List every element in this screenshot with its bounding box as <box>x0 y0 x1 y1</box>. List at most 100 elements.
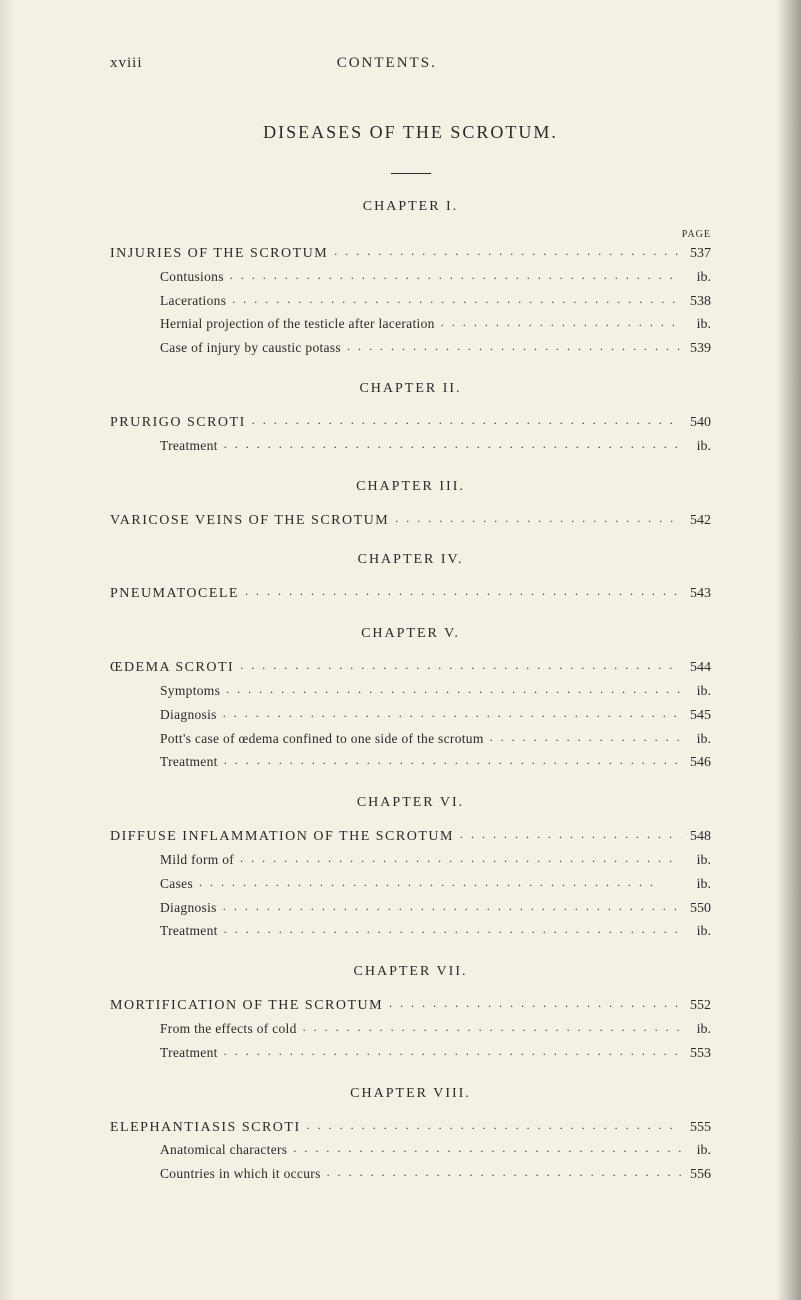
toc-page-number: 544 <box>681 656 711 680</box>
chapter-title: CHAPTER VI. <box>110 795 711 811</box>
toc-dots <box>383 994 681 1013</box>
toc-page-number: 538 <box>681 290 711 314</box>
toc-dots <box>435 313 681 332</box>
toc-entry: Diagnosis 545 <box>110 704 711 728</box>
toc-dots <box>218 920 681 939</box>
toc-main-label: MORTIFICATION OF THE SCROTUM <box>110 994 383 1018</box>
toc-entry: Mild form of ib. <box>110 849 711 873</box>
toc-page-number: ib. <box>681 1139 711 1163</box>
toc-page-number: ib. <box>681 313 711 337</box>
toc-dots <box>220 680 681 699</box>
chapter-title: CHAPTER II. <box>110 381 711 397</box>
toc-dots <box>218 751 681 770</box>
toc-entry: VARICOSE VEINS OF THE SCROTUM 542 <box>110 509 711 533</box>
toc-entry: Diagnosis 550 <box>110 897 711 921</box>
toc-sub-label: Pott's case of œdema confined to one sid… <box>110 728 484 751</box>
toc-sub-label: Contusions <box>110 266 224 289</box>
section-rule <box>391 173 431 174</box>
toc-page-number: ib. <box>681 680 711 704</box>
toc-main-label: INJURIES OF THE SCROTUM <box>110 242 328 266</box>
toc-entry: Pott's case of œdema confined to one sid… <box>110 728 711 752</box>
toc-entry: ŒDEMA SCROTI544 <box>110 656 711 680</box>
toc-page-number: 543 <box>681 582 711 606</box>
toc-entry: Case of injury by caustic potass 539 <box>110 337 711 361</box>
chapters-container: CHAPTER I.PAGEINJURIES OF THE SCROTUM537… <box>110 199 711 1187</box>
toc-dots <box>328 242 681 261</box>
toc-main-label: ELEPHANTIASIS SCROTI <box>110 1116 301 1140</box>
toc-page-number: ib. <box>681 849 711 873</box>
toc-sub-label: Cases <box>110 873 193 896</box>
page-column-label: PAGE <box>110 229 711 240</box>
toc-entry: Treatment546 <box>110 751 711 775</box>
toc-page-number: 550 <box>681 897 711 921</box>
toc-entry: Treatment 553 <box>110 1042 711 1066</box>
toc-entry: Treatment ib. <box>110 920 711 944</box>
toc-dots <box>246 411 681 430</box>
toc-entry: ELEPHANTIASIS SCROTI 555 <box>110 1116 711 1140</box>
toc-sub-label: Case of injury by caustic potass <box>110 337 341 360</box>
toc-dots <box>454 825 681 844</box>
toc-dots <box>193 873 681 892</box>
toc-dots <box>484 728 681 747</box>
chapter-title: CHAPTER IV. <box>110 552 711 568</box>
toc-entry: Lacerations 538 <box>110 290 711 314</box>
toc-dots <box>301 1116 681 1135</box>
toc-entry: Symptomsib. <box>110 680 711 704</box>
toc-entry: From the effects of coldib. <box>110 1018 711 1042</box>
toc-entry: DIFFUSE INFLAMMATION OF THE SCROTUM 548 <box>110 825 711 849</box>
toc-sub-label: Treatment <box>110 1042 218 1065</box>
header-title: CONTENTS. <box>337 55 437 72</box>
section-title: DISEASES OF THE SCROTUM. <box>110 122 711 143</box>
toc-dots <box>287 1139 681 1158</box>
toc-sub-label: Hernial projection of the testicle after… <box>110 313 435 336</box>
toc-sub-label: Diagnosis <box>110 704 217 727</box>
toc-main-label: VARICOSE VEINS OF THE SCROTUM <box>110 509 389 533</box>
toc-page-number: 539 <box>681 337 711 361</box>
chapter-title: CHAPTER III. <box>110 479 711 495</box>
toc-page-number: 540 <box>681 411 711 435</box>
page-number-roman: xviii <box>110 55 143 72</box>
chapter-title: CHAPTER VII. <box>110 964 711 980</box>
toc-sub-label: Diagnosis <box>110 897 217 920</box>
toc-sub-label: Lacerations <box>110 290 226 313</box>
toc-dots <box>341 337 681 356</box>
toc-entry: Anatomical characters ib. <box>110 1139 711 1163</box>
chapter-title: CHAPTER I. <box>110 199 711 215</box>
toc-dots <box>234 656 681 675</box>
toc-dots <box>224 266 681 285</box>
toc-entry: MORTIFICATION OF THE SCROTUM 552 <box>110 994 711 1018</box>
toc-page-number: ib. <box>681 266 711 290</box>
toc-dots <box>226 290 681 309</box>
toc-page-number: ib. <box>681 873 711 897</box>
toc-page-number: 545 <box>681 704 711 728</box>
toc-page-number: 542 <box>681 509 711 533</box>
toc-dots <box>218 435 681 454</box>
toc-entry: PRURIGO SCROTI540 <box>110 411 711 435</box>
toc-sub-label: Treatment <box>110 751 218 774</box>
page-shadow-left <box>0 0 15 1300</box>
page-header: xviii CONTENTS. <box>110 55 711 72</box>
chapter-title: CHAPTER VIII. <box>110 1086 711 1102</box>
toc-entry: Cases ib. <box>110 873 711 897</box>
toc-sub-label: Treatment <box>110 920 218 943</box>
toc-page-number: 553 <box>681 1042 711 1066</box>
toc-dots <box>297 1018 681 1037</box>
toc-sub-label: Mild form of <box>110 849 234 872</box>
toc-sub-label: Anatomical characters <box>110 1139 287 1162</box>
toc-page-number: 548 <box>681 825 711 849</box>
toc-sub-label: Countries in which it occurs <box>110 1163 321 1186</box>
toc-page-number: ib. <box>681 920 711 944</box>
toc-dots <box>239 582 681 601</box>
toc-main-label: PNEUMATOCELE <box>110 582 239 606</box>
toc-dots <box>217 897 681 916</box>
toc-page-number: 556 <box>681 1163 711 1187</box>
toc-entry: PNEUMATOCELE 543 <box>110 582 711 606</box>
toc-page-number: 552 <box>681 994 711 1018</box>
toc-page-number: ib. <box>681 1018 711 1042</box>
toc-sub-label: Treatment <box>110 435 218 458</box>
toc-dots <box>218 1042 681 1061</box>
toc-entry: Countries in which it occurs 556 <box>110 1163 711 1187</box>
toc-entry: Hernial projection of the testicle after… <box>110 313 711 337</box>
toc-page-number: 555 <box>681 1116 711 1140</box>
toc-main-label: DIFFUSE INFLAMMATION OF THE SCROTUM <box>110 825 454 849</box>
